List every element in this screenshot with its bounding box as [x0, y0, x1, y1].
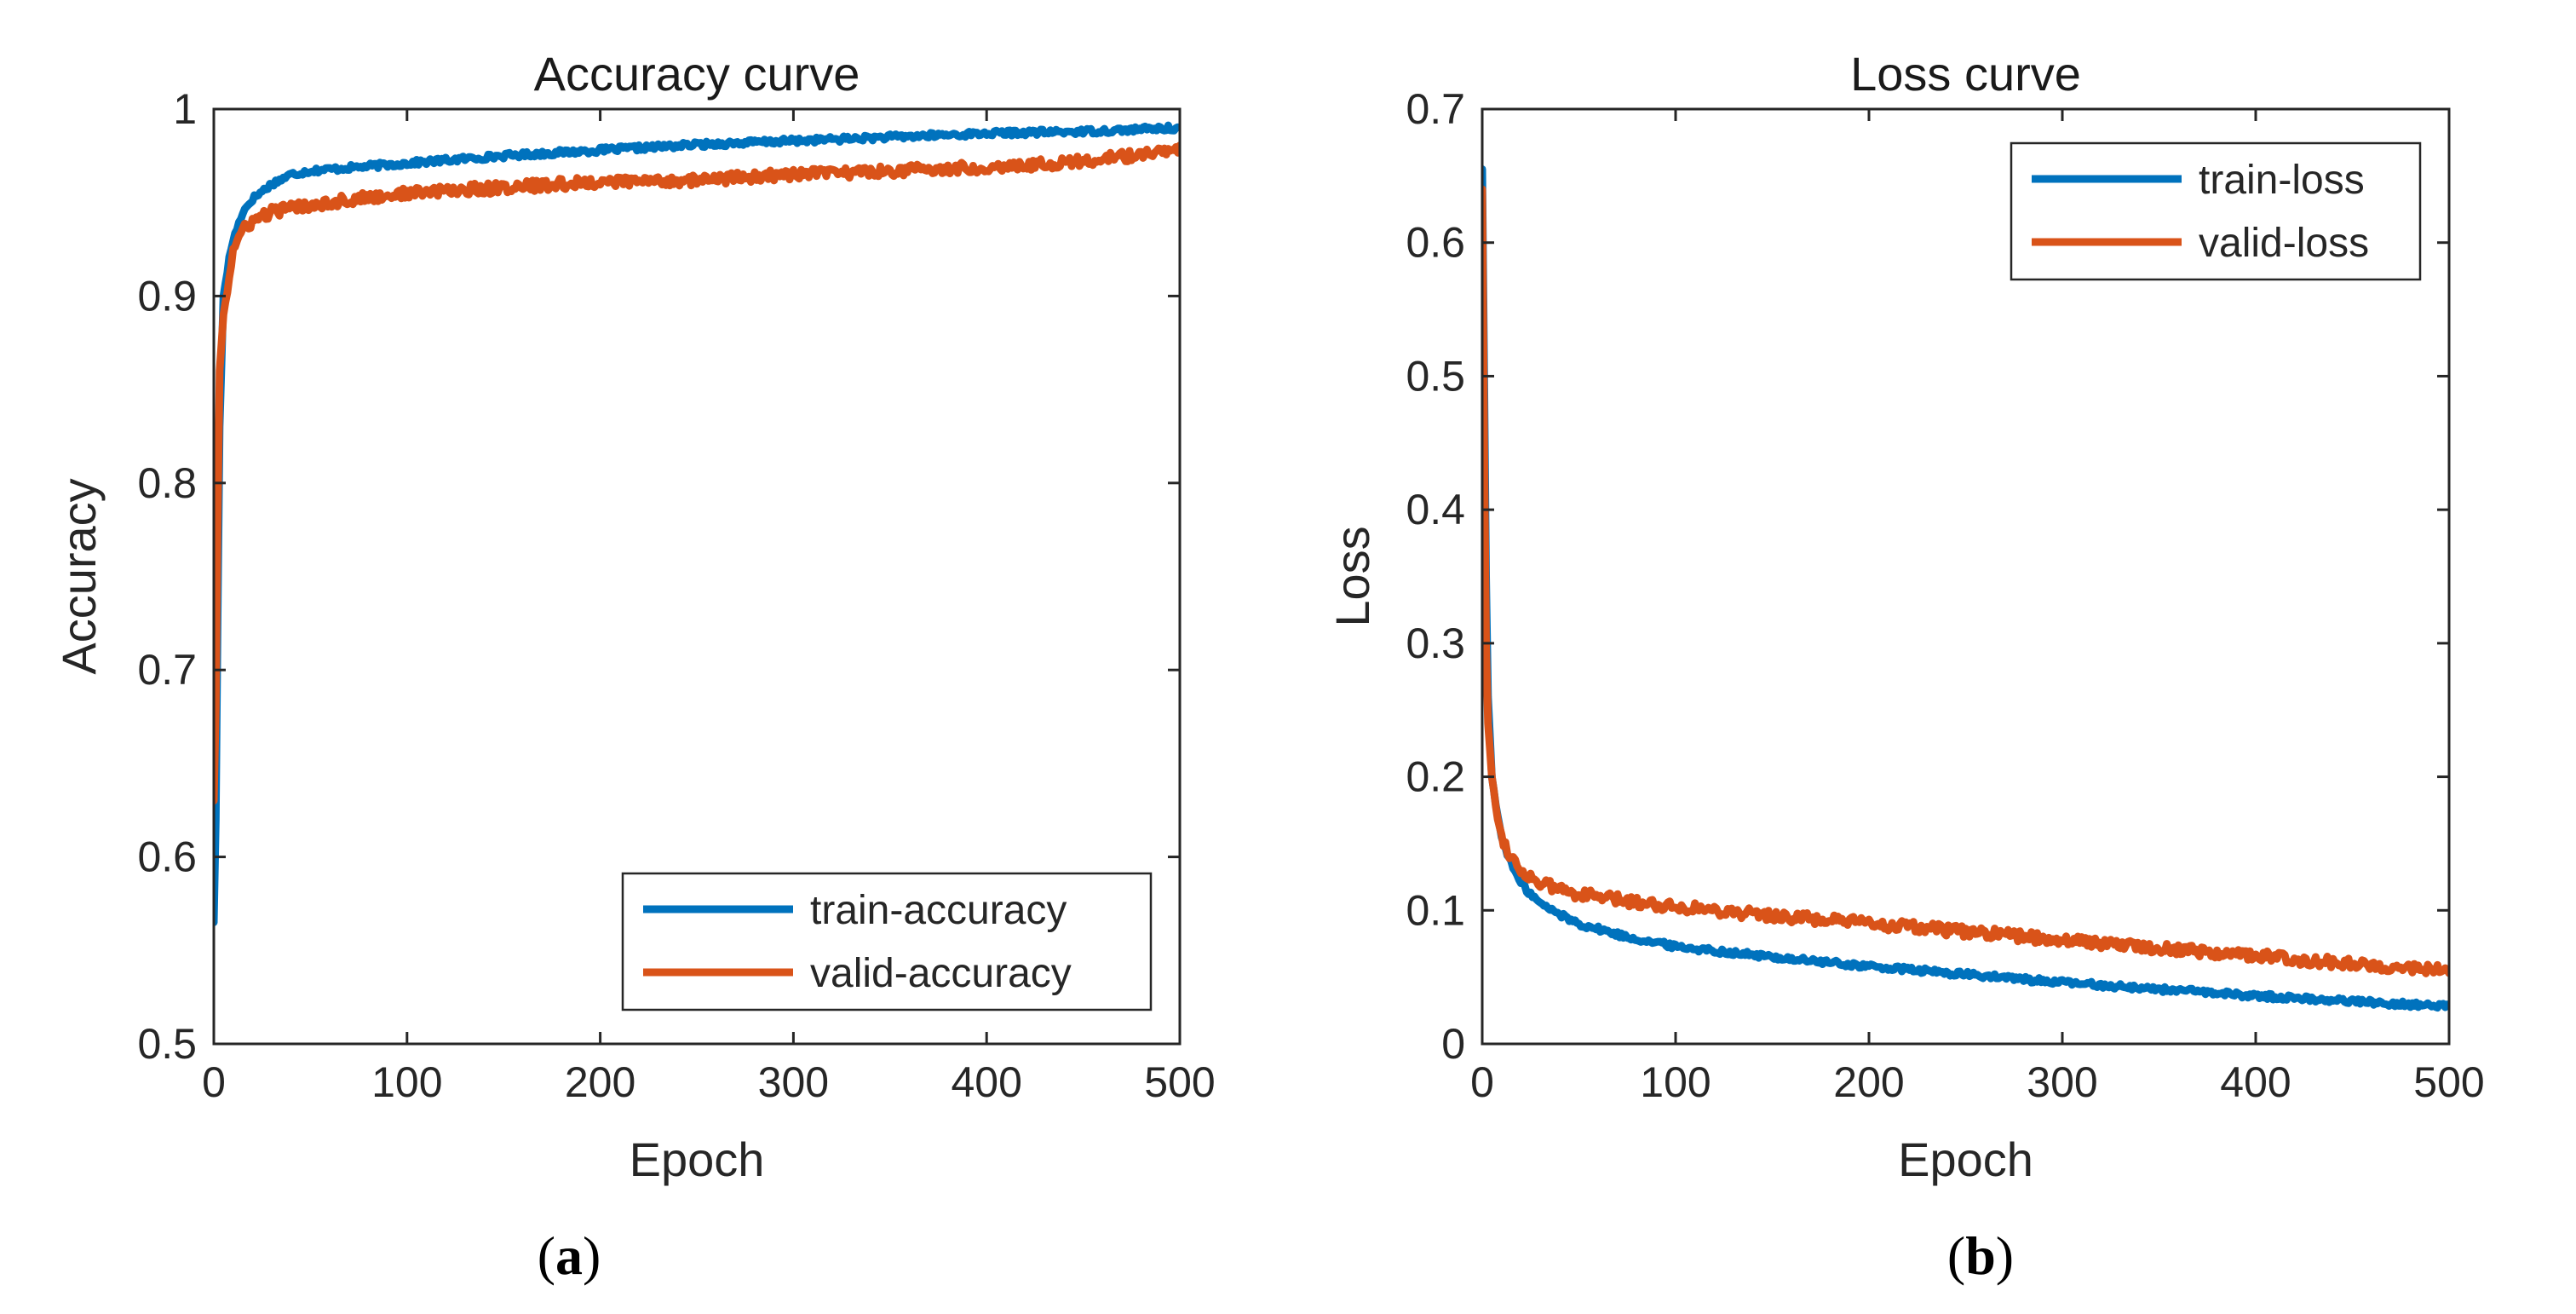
legend-label: train-accuracy — [810, 888, 1067, 933]
series-group — [1482, 165, 2449, 1012]
x-tick-label: 500 — [2413, 1058, 2484, 1106]
legend-label: valid-loss — [2199, 221, 2369, 266]
x-tick-label: 100 — [1640, 1058, 1711, 1106]
y-tick-label: 0.2 — [1406, 753, 1465, 801]
y-tick-label: 0.6 — [137, 833, 197, 881]
series-group — [214, 121, 1180, 926]
accuracy-chart: Accuracy curve 0 100 200 300 400 500 0.5 0.6 0.7 0… — [52, 47, 1216, 1286]
legend-label: train-loss — [2199, 158, 2365, 203]
y-tick-label: 0.7 — [1406, 85, 1465, 133]
legend-box — [621, 872, 1153, 1011]
series-line-valid-accuracy — [214, 141, 1180, 805]
x-tick-label: 300 — [2027, 1058, 2097, 1106]
x-tick-label: 500 — [1144, 1058, 1215, 1106]
x-tick-label: 0 — [1470, 1058, 1494, 1106]
legend-label: valid-accuracy — [810, 951, 1072, 996]
y-tick-label: 0.4 — [1406, 486, 1465, 533]
plot-frame — [212, 107, 1182, 1046]
x-tick-label: 200 — [1833, 1058, 1904, 1106]
y-tick-label: 0 — [1441, 1020, 1465, 1068]
series-line-train-accuracy — [214, 121, 1180, 926]
series-line-train-loss — [1482, 165, 2449, 1012]
loss-chart: Loss curve 0 100 200 300 400 500 0 0.1 0.2 0.3 0.4 0… — [1325, 47, 2485, 1286]
x-tick-label: 400 — [2220, 1058, 2291, 1106]
y-tick-label: 0.7 — [137, 646, 197, 694]
panel-label: (b) — [1947, 1225, 2014, 1286]
panel-label: (a) — [538, 1225, 601, 1286]
x-axis-label: Epoch — [1898, 1132, 2033, 1186]
x-tick-label: 400 — [951, 1058, 1021, 1106]
x-tick-label: 300 — [758, 1058, 829, 1106]
y-tick-label: 0.5 — [137, 1020, 197, 1068]
y-axis-label: Accuracy — [52, 478, 106, 674]
y-axis-label: Loss — [1325, 526, 1379, 626]
x-tick-label: 200 — [565, 1058, 635, 1106]
legend: train-accuracy valid-accuracy — [621, 872, 1153, 1011]
y-tick-label: 0.9 — [137, 272, 197, 320]
series-line-valid-loss — [1482, 185, 2449, 977]
legend: train-loss valid-loss — [2010, 141, 2422, 281]
x-tick-label: 0 — [202, 1058, 226, 1106]
y-tick-label: 0.3 — [1406, 620, 1465, 667]
plot-frame — [1481, 107, 2451, 1046]
chart-title: Loss curve — [1850, 47, 2081, 101]
chart-title: Accuracy curve — [534, 47, 860, 101]
x-tick-label: 100 — [371, 1058, 442, 1106]
y-tick-label: 0.8 — [137, 459, 197, 507]
y-tick-label: 1 — [173, 85, 197, 133]
legend-box — [2010, 141, 2422, 281]
y-tick-label: 0.5 — [1406, 352, 1465, 400]
y-tick-label: 0.6 — [1406, 219, 1465, 267]
y-tick-label: 0.1 — [1406, 886, 1465, 934]
x-axis-label: Epoch — [630, 1132, 765, 1186]
